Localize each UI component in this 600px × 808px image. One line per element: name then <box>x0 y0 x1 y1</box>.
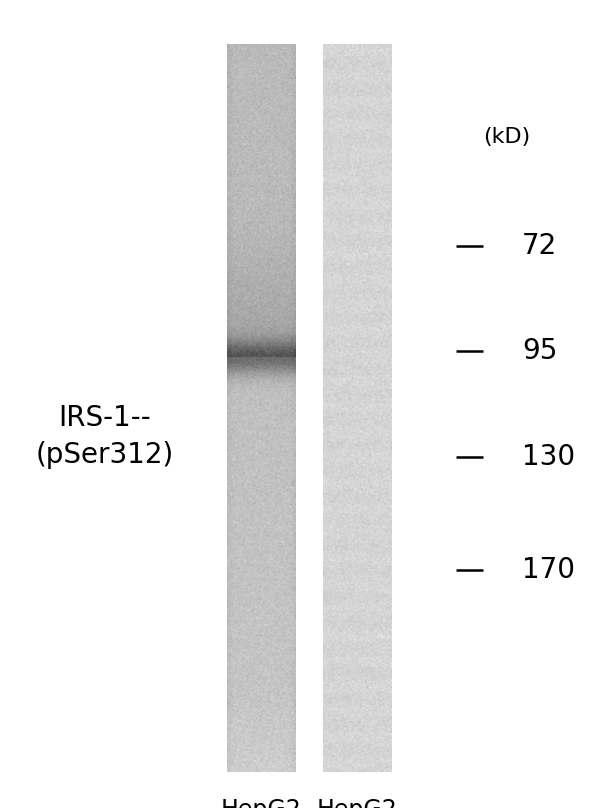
Text: (kD): (kD) <box>484 128 530 147</box>
Text: HepG2: HepG2 <box>317 798 397 808</box>
Text: IRS-1--
(pSer312): IRS-1-- (pSer312) <box>36 404 174 469</box>
Text: 130: 130 <box>522 443 575 470</box>
Text: HepG2: HepG2 <box>221 798 301 808</box>
Text: 95: 95 <box>522 338 557 365</box>
Text: 72: 72 <box>522 233 557 260</box>
Text: 170: 170 <box>522 556 575 583</box>
